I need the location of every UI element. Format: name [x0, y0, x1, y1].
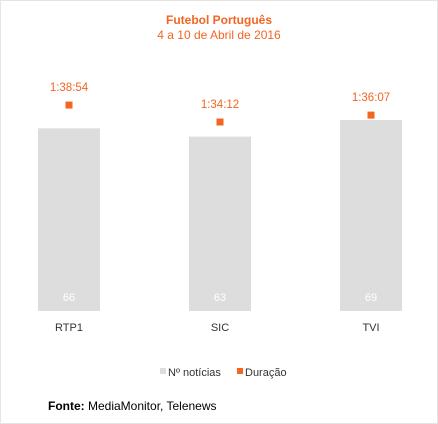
bar-sic [189, 136, 251, 311]
bar-value-label: 69 [365, 292, 377, 304]
source-note: Fonte: MediaMonitor, Telenews [48, 399, 217, 413]
legend-label-noticias: Nº notícias [168, 367, 221, 379]
category-label: SIC [211, 322, 229, 334]
duration-marker [65, 101, 73, 109]
duration-label: 1:36:07 [352, 92, 390, 104]
duration-marker [367, 111, 375, 119]
duration-label: 1:34:12 [201, 99, 239, 111]
category-label: TVI [362, 322, 379, 334]
source-label: Fonte: [48, 399, 85, 413]
legend-swatch-duracao [237, 368, 243, 374]
duration-marker [216, 118, 224, 126]
chart-title: Futebol Português [166, 13, 272, 27]
source-text: MediaMonitor, Telenews [84, 399, 217, 413]
bar-value-label: 63 [214, 292, 226, 304]
category-label: RTP1 [55, 322, 83, 334]
chart-subtitle: 4 a 10 de Abril de 2016 [157, 28, 281, 42]
legend-swatch-noticias [160, 368, 166, 374]
duration-label: 1:38:54 [50, 82, 89, 94]
bar-value-label: 66 [63, 292, 75, 304]
bar-rtp1 [38, 128, 100, 311]
legend-label-duracao: Duração [245, 367, 287, 379]
bar-tvi [340, 120, 402, 311]
